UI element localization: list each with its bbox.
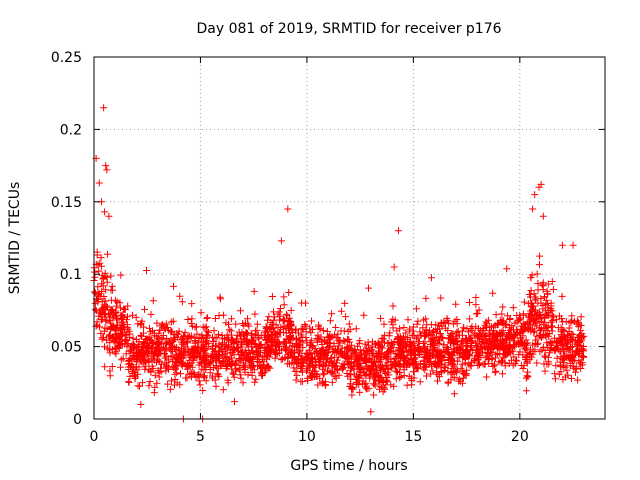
y-axis-label: SRMTID / TECUs	[7, 182, 23, 295]
y-tick-label: 0.2	[60, 122, 82, 138]
x-tick-label: 15	[404, 429, 422, 445]
y-tick-label: 0.25	[51, 50, 82, 66]
grid-lines	[94, 57, 605, 419]
y-tick-label: 0.1	[60, 267, 82, 283]
plot-frame	[93, 56, 606, 420]
x-tick-label: 20	[511, 429, 529, 445]
data-points	[90, 104, 588, 423]
chart-title: Day 081 of 2019, SRMTID for receiver p17…	[196, 21, 501, 37]
axis-ticks: 0 5 10 15 20 0 0.05 0.1 0.15 0.2 0.25	[51, 50, 605, 445]
y-tick-label: 0	[73, 412, 82, 428]
series-srmtid-markers	[90, 104, 588, 423]
x-tick-label: 10	[298, 429, 316, 445]
y-tick-label: 0.05	[51, 340, 82, 356]
y-tick-label: 0.15	[51, 195, 82, 211]
x-tick-label: 0	[90, 429, 99, 445]
x-tick-label: 5	[196, 429, 205, 445]
x-axis-label: GPS time / hours	[290, 458, 407, 474]
